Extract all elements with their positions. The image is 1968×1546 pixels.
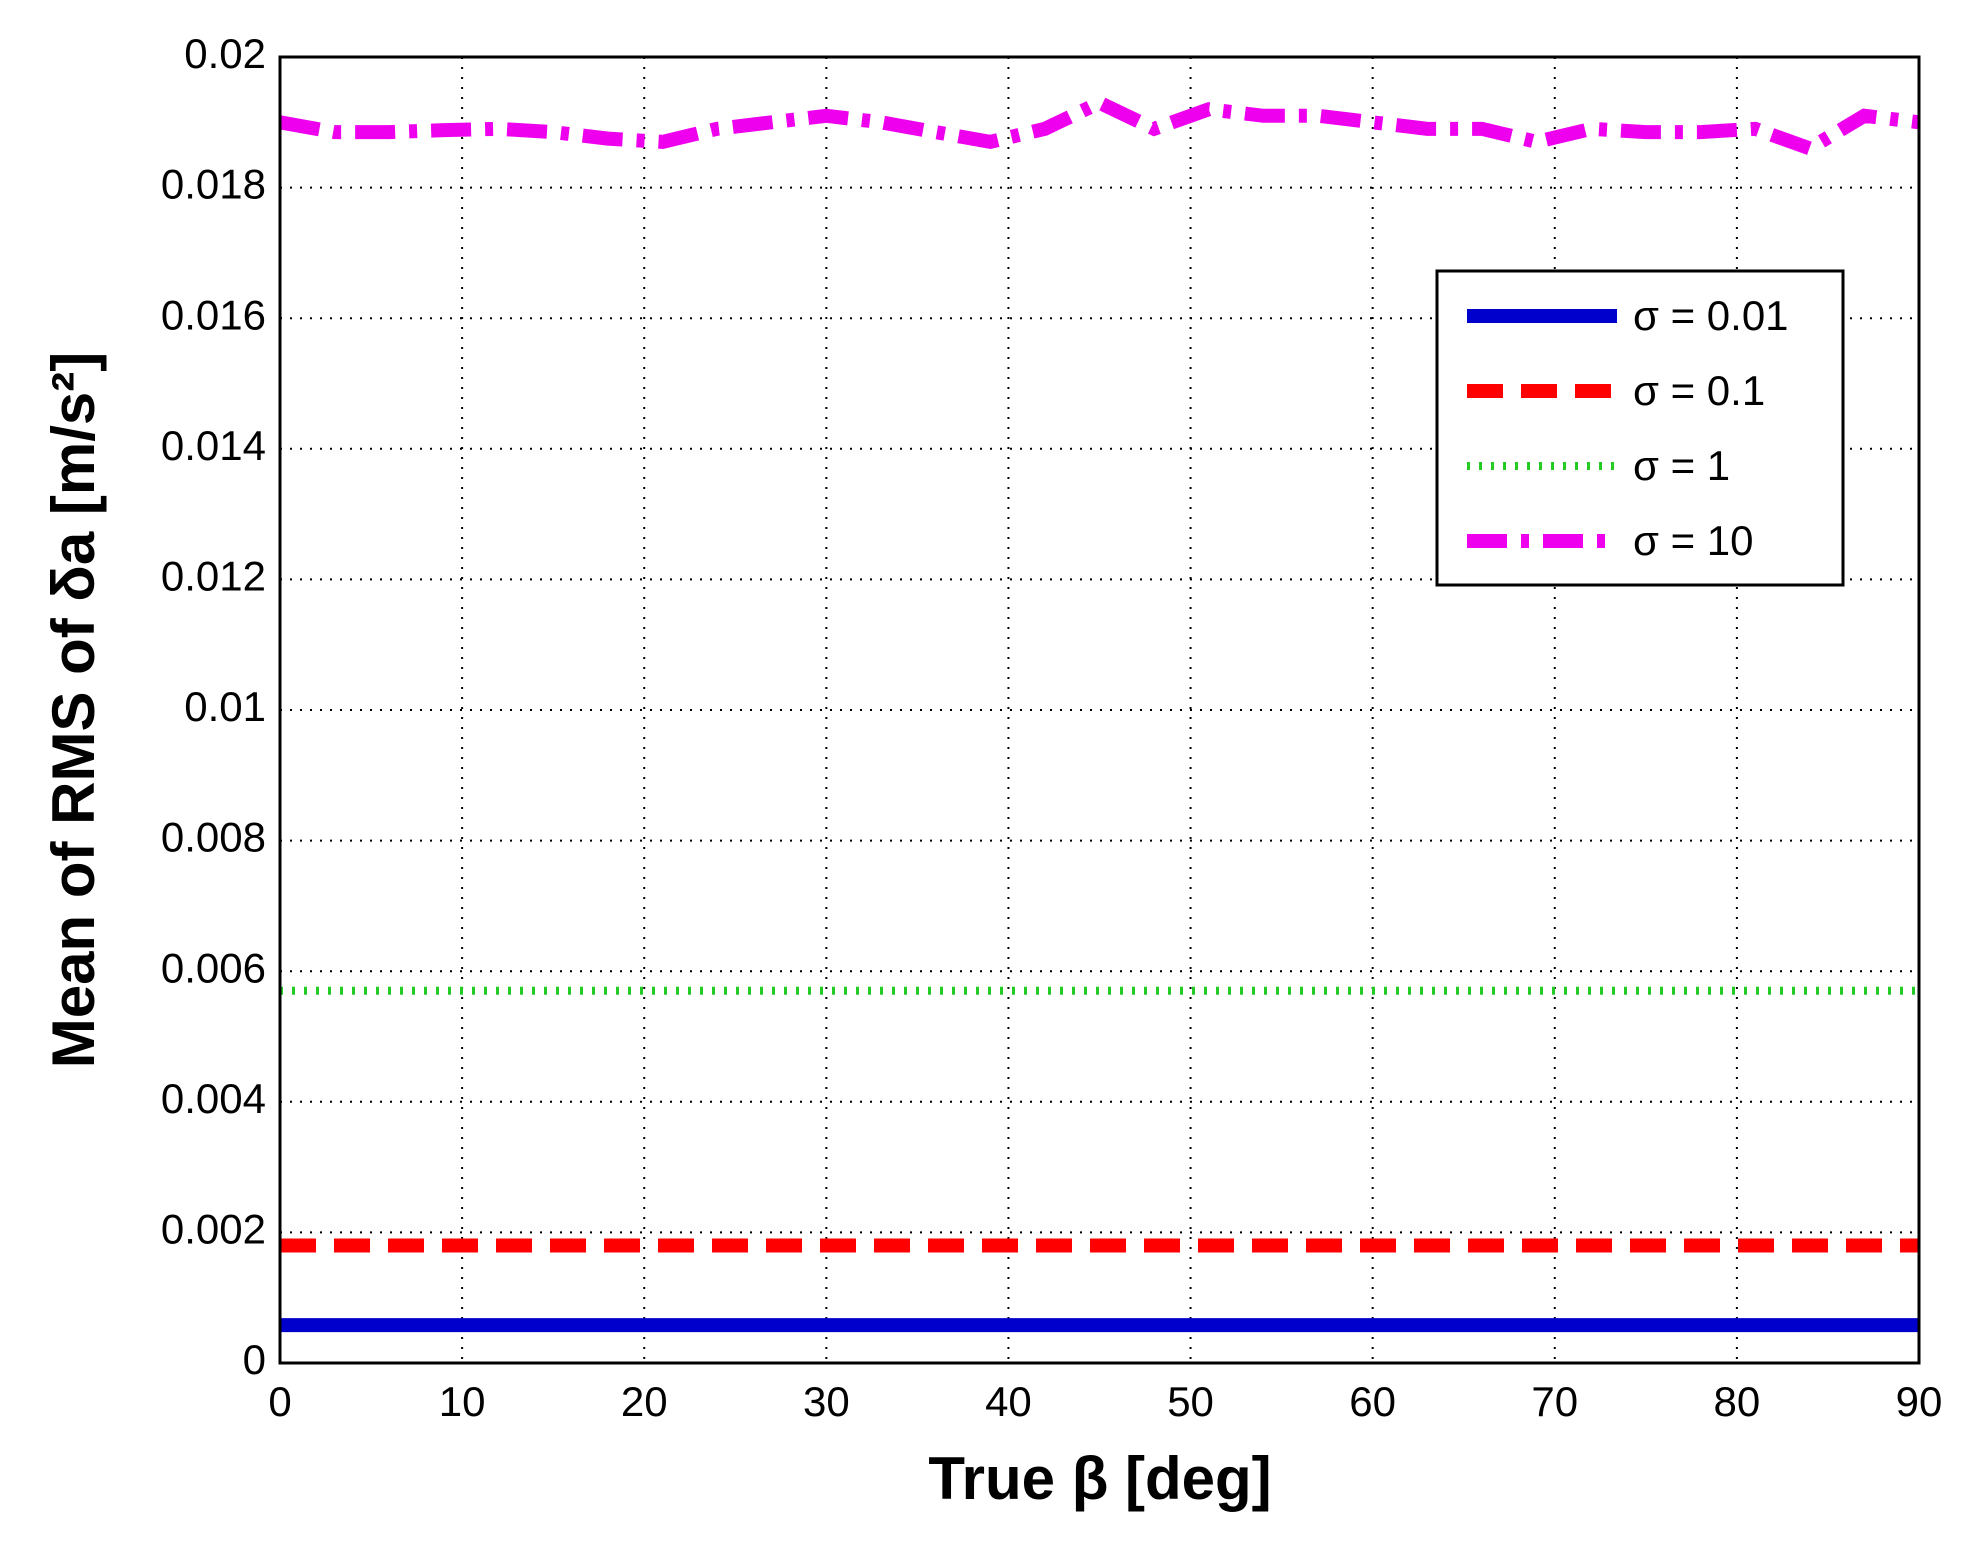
legend-label: σ = 1 xyxy=(1633,442,1730,489)
x-tick-label: 20 xyxy=(621,1378,668,1425)
y-tick-label: 0.02 xyxy=(184,30,266,77)
y-axis-label: Mean of RMS of δa [m/s²] xyxy=(40,352,107,1068)
x-axis-label: True β [deg] xyxy=(928,1445,1271,1512)
legend-label: σ = 0.1 xyxy=(1633,367,1765,414)
data-line xyxy=(278,94,1920,157)
axes-box xyxy=(278,55,1921,1365)
x-tick-label: 30 xyxy=(803,1378,850,1425)
y-tick-label: 0.012 xyxy=(161,552,266,599)
x-tick-label: 90 xyxy=(1896,1378,1943,1425)
x-tick-label: 50 xyxy=(1167,1378,1214,1425)
x-tick-label: 0 xyxy=(268,1378,291,1425)
y-tick-label: 0.006 xyxy=(161,944,266,991)
plot-area xyxy=(280,57,1919,1363)
legend-label: σ = 0.01 xyxy=(1633,292,1789,339)
y-tick-label: 0.018 xyxy=(161,161,266,208)
x-tick-label: 80 xyxy=(1714,1378,1761,1425)
x-tick-label: 40 xyxy=(985,1378,1032,1425)
y-tick-label: 0.016 xyxy=(161,291,266,338)
legend-box xyxy=(1435,269,1845,587)
x-tick-label: 60 xyxy=(1349,1378,1396,1425)
x-tick-label: 10 xyxy=(439,1378,486,1425)
x-tick-label: 70 xyxy=(1531,1378,1578,1425)
y-tick-label: 0.008 xyxy=(161,814,266,861)
y-tick-label: 0.01 xyxy=(184,683,266,730)
y-tick-label: 0.002 xyxy=(161,1205,266,1252)
y-tick-label: 0.014 xyxy=(161,422,266,469)
y-tick-label: 0 xyxy=(243,1336,266,1383)
legend-label: σ = 10 xyxy=(1633,517,1754,564)
y-tick-label: 0.004 xyxy=(161,1075,266,1122)
